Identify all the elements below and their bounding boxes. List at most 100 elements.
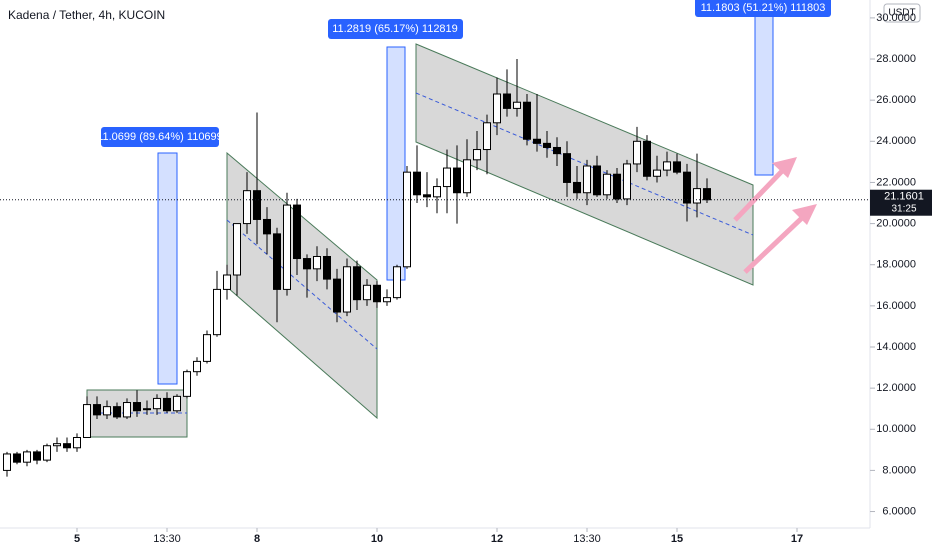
candle-body [533, 138, 541, 144]
candle-body [13, 453, 21, 463]
chart-title: Kadena / Tether, 4h, KUCOIN [8, 8, 165, 22]
measure-box [386, 46, 406, 281]
candle-body [113, 406, 121, 418]
candle-body [563, 153, 571, 183]
y-tick-label: 24.0000 [876, 135, 916, 147]
candle-body [303, 258, 311, 270]
y-tick-label: 22.0000 [876, 176, 916, 188]
candle-body [243, 190, 251, 225]
y-tick-label: 20.0000 [876, 217, 916, 229]
y-tick-label: 8.0000 [882, 464, 916, 476]
candle-body [3, 453, 11, 471]
candle-body [343, 266, 351, 313]
candle-body [463, 159, 471, 194]
channel-mid [226, 219, 378, 350]
currency-box[interactable] [883, 3, 921, 23]
x-tick-label: 12 [491, 533, 503, 545]
candle-body [323, 255, 331, 280]
x-tick-label: 13:30 [153, 533, 181, 545]
candle-body [253, 190, 261, 220]
candle-body [493, 93, 501, 124]
candle-body [273, 233, 281, 290]
candle-body [543, 142, 551, 148]
last-price: 21.1601 [884, 191, 924, 203]
countdown: 31:25 [891, 203, 916, 214]
candle-body [623, 163, 631, 200]
candle-body [433, 186, 441, 198]
candle-body [223, 274, 231, 290]
candle-body [83, 404, 91, 438]
candle-body [683, 171, 691, 204]
y-tick-label: 18.0000 [876, 259, 916, 271]
candle-body [93, 404, 101, 416]
x-tick-label: 8 [254, 533, 260, 545]
x-tick-label: 15 [671, 533, 683, 545]
candle-body [203, 334, 211, 362]
candle-body [123, 402, 131, 418]
candle-body [143, 408, 151, 411]
measure-box [157, 152, 178, 385]
candle-body [23, 451, 31, 463]
candle-body [483, 122, 491, 151]
y-tick-label: 6.0000 [882, 505, 916, 517]
y-tick-label: 16.0000 [876, 300, 916, 312]
candle-body [173, 395, 181, 412]
candle-body [313, 255, 321, 270]
candle-body [233, 223, 241, 276]
y-tick-label: 26.0000 [876, 94, 916, 106]
candle-body [373, 284, 381, 303]
annotation-box [101, 127, 219, 147]
candle-body [643, 140, 651, 177]
y-tick-label: 10.0000 [876, 423, 916, 435]
arrows [733, 157, 817, 274]
candle-body [383, 297, 391, 303]
candle-body [293, 204, 301, 260]
candle-body [53, 443, 61, 447]
annotation-box [695, 0, 831, 17]
candle-body [263, 218, 271, 235]
candle-body [423, 194, 431, 198]
candle-body [353, 266, 361, 301]
candle-body [653, 169, 661, 177]
y-tick-label: 12.0000 [876, 382, 916, 394]
candle-body [473, 149, 481, 161]
candle-body [103, 406, 111, 416]
candle-body [283, 204, 291, 290]
x-tick-label: 10 [371, 533, 383, 545]
annotation: 11.1803 (51.21%) 111803 [701, 2, 826, 14]
candle-body [63, 443, 71, 449]
annotation: 11.0699 (89.64%) 110699 [97, 131, 223, 143]
candle-body [553, 146, 561, 155]
candle-body [193, 360, 201, 373]
candle-body [693, 188, 701, 204]
candle-body [403, 171, 411, 268]
candle-body [183, 371, 191, 397]
candle-body [43, 445, 51, 461]
currency: USDT [888, 8, 915, 19]
candle-body [663, 161, 671, 171]
last-price-box [870, 189, 932, 216]
candle-body [573, 181, 581, 194]
x-tick-label: 17 [791, 533, 803, 545]
candle-body [603, 173, 611, 196]
candle-body [393, 266, 401, 299]
candle-body [73, 436, 81, 449]
candle-body [673, 161, 681, 173]
candle-body [163, 397, 171, 412]
y-tick-label: 30.0000 [876, 12, 916, 24]
candle-body [33, 451, 41, 461]
candle-body [523, 101, 531, 140]
candle-body [213, 288, 221, 336]
candle-body [333, 278, 341, 313]
candle-body [513, 101, 521, 109]
candle-body [613, 173, 621, 200]
candle-body [413, 171, 421, 196]
candle-body [593, 165, 601, 196]
y-tick-label: 28.0000 [876, 53, 916, 65]
candle-body [633, 140, 641, 165]
candle-body [703, 188, 711, 201]
candle-body [153, 397, 161, 410]
annotation: 11.2819 (65.17%) 112819 [332, 23, 458, 35]
